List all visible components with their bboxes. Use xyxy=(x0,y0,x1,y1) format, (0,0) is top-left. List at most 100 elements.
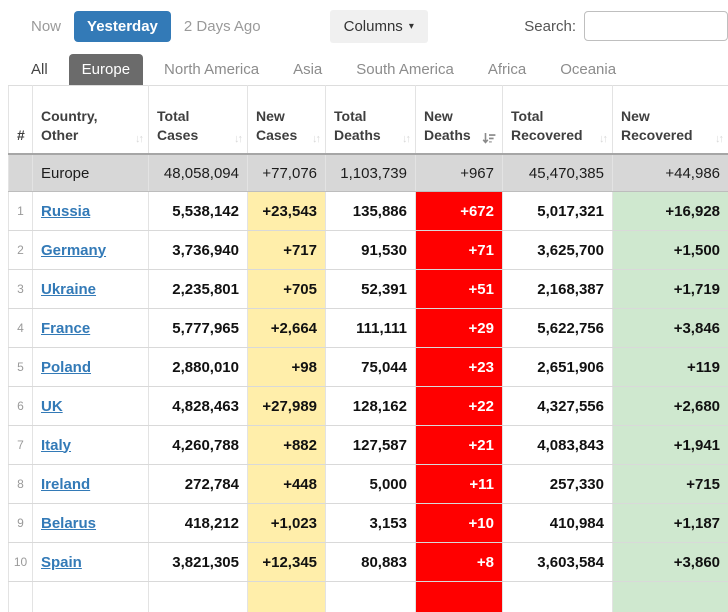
cell-total-deaths: 75,044 xyxy=(326,348,416,387)
cell-total-recovered: 3,603,584 xyxy=(503,543,613,582)
top-toolbar: Now Yesterday 2 Days Ago Columns ▾ Searc… xyxy=(0,0,728,49)
column-header-label: Country, Other xyxy=(41,107,133,145)
cell-total-deaths: 1,103,739 xyxy=(326,154,416,192)
cell-total-deaths: 91,530 xyxy=(326,231,416,270)
cell-new-cases: +98 xyxy=(248,348,326,387)
tab-europe[interactable]: Europe xyxy=(69,54,143,85)
column-header-label: New Cases xyxy=(256,107,310,145)
cell-new-cases: +705 xyxy=(248,270,326,309)
cell-new-deaths: +51 xyxy=(416,270,503,309)
cell-total-recovered: 410,984 xyxy=(503,504,613,543)
column-header-label: Total Recovered xyxy=(511,107,597,145)
tab-africa[interactable]: Africa xyxy=(475,54,539,85)
cell-new-cases: +448 xyxy=(248,465,326,504)
cell-total-recovered: 45,470,385 xyxy=(503,154,613,192)
cell-total-recovered: 257,330 xyxy=(503,465,613,504)
cell-new-recovered: +44,986 xyxy=(613,154,728,192)
tab-north-america[interactable]: North America xyxy=(151,54,272,85)
column-header-new-deaths[interactable]: New Deaths xyxy=(416,86,503,155)
country-link[interactable]: France xyxy=(41,320,90,337)
cell-rank xyxy=(9,154,33,192)
cell-rank: 5 xyxy=(9,348,33,387)
cell-total-cases: 5,777,965 xyxy=(149,309,248,348)
country-link[interactable]: UK xyxy=(41,398,63,415)
columns-dropdown-button[interactable]: Columns ▾ xyxy=(330,10,428,43)
cell-new-recovered: +16,928 xyxy=(613,192,728,231)
cell-rank: 4 xyxy=(9,309,33,348)
cell-country: Belarus xyxy=(33,504,149,543)
cell-new-cases: +717 xyxy=(248,231,326,270)
cell-country: France xyxy=(33,309,149,348)
cell-total-recovered: 5,017,321 xyxy=(503,192,613,231)
country-link[interactable]: Germany xyxy=(41,242,106,259)
caret-down-icon: ▾ xyxy=(409,21,414,32)
column-header-total-cases[interactable]: Total Cases↓↑ xyxy=(149,86,248,155)
country-link[interactable]: Belarus xyxy=(41,515,96,532)
search-input[interactable] xyxy=(584,11,728,41)
cell-total-recovered: 4,327,556 xyxy=(503,387,613,426)
cell-total-deaths: 52,391 xyxy=(326,270,416,309)
sort-both-icon: ↓↑ xyxy=(400,134,409,145)
cell-country: Germany xyxy=(33,231,149,270)
cell-new-recovered: +3,846 xyxy=(613,309,728,348)
yesterday-button[interactable]: Yesterday xyxy=(74,11,171,42)
cell-total-cases: 272,784 xyxy=(149,465,248,504)
cell-new-deaths xyxy=(416,582,503,612)
country-link[interactable]: Ireland xyxy=(41,476,90,493)
sort-both-icon: ↓↑ xyxy=(310,134,319,145)
cell-new-deaths: +672 xyxy=(416,192,503,231)
tab-all[interactable]: All xyxy=(18,54,61,85)
country-link[interactable]: Spain xyxy=(41,554,82,571)
two-days-ago-button[interactable]: 2 Days Ago xyxy=(171,11,274,42)
cell-country: Poland xyxy=(33,348,149,387)
tab-oceania[interactable]: Oceania xyxy=(547,54,629,85)
sort-both-icon: ↓↑ xyxy=(597,134,606,145)
cell-new-cases xyxy=(248,582,326,612)
cell-total-cases: 48,058,094 xyxy=(149,154,248,192)
sort-both-icon: ↓↑ xyxy=(713,134,722,145)
cell-new-recovered: +3,860 xyxy=(613,543,728,582)
cell-new-deaths: +22 xyxy=(416,387,503,426)
tab-south-america[interactable]: South America xyxy=(343,54,467,85)
tab-asia[interactable]: Asia xyxy=(280,54,335,85)
cell-total-deaths: 5,000 xyxy=(326,465,416,504)
cell-new-cases: +2,664 xyxy=(248,309,326,348)
cell-country: Ireland xyxy=(33,465,149,504)
column-header-total-recovered[interactable]: Total Recovered↓↑ xyxy=(503,86,613,155)
cell-new-recovered: +1,941 xyxy=(613,426,728,465)
cell-total-cases: 4,260,788 xyxy=(149,426,248,465)
cell-rank: 8 xyxy=(9,465,33,504)
cell-new-cases: +27,989 xyxy=(248,387,326,426)
country-link[interactable]: Italy xyxy=(41,437,71,454)
column-header-total-deaths[interactable]: Total Deaths↓↑ xyxy=(326,86,416,155)
cell-new-recovered: +1,187 xyxy=(613,504,728,543)
cell-new-deaths: +71 xyxy=(416,231,503,270)
country-link[interactable]: Russia xyxy=(41,203,90,220)
cell-new-deaths: +10 xyxy=(416,504,503,543)
cell-total-deaths: 135,886 xyxy=(326,192,416,231)
region-tabs: All Europe North America Asia South America A… xyxy=(0,49,728,85)
column-header-new-cases[interactable]: New Cases↓↑ xyxy=(248,86,326,155)
cell-total-cases: 418,212 xyxy=(149,504,248,543)
table-row-partial xyxy=(9,582,728,612)
column-header-[interactable]: # xyxy=(9,86,33,155)
cell-country: Ukraine xyxy=(33,270,149,309)
cell-new-deaths: +29 xyxy=(416,309,503,348)
column-header-new-recovered[interactable]: New Recovered↓↑ xyxy=(613,86,728,155)
country-link[interactable]: Ukraine xyxy=(41,281,96,298)
cell-rank: 6 xyxy=(9,387,33,426)
cell-new-recovered: +715 xyxy=(613,465,728,504)
now-button[interactable]: Now xyxy=(18,11,74,42)
cell-total-cases: 4,828,463 xyxy=(149,387,248,426)
country-link[interactable]: Poland xyxy=(41,359,91,376)
cell-country: UK xyxy=(33,387,149,426)
column-header-label: # xyxy=(17,126,26,145)
column-header-country-other[interactable]: Country, Other↓↑ xyxy=(33,86,149,155)
